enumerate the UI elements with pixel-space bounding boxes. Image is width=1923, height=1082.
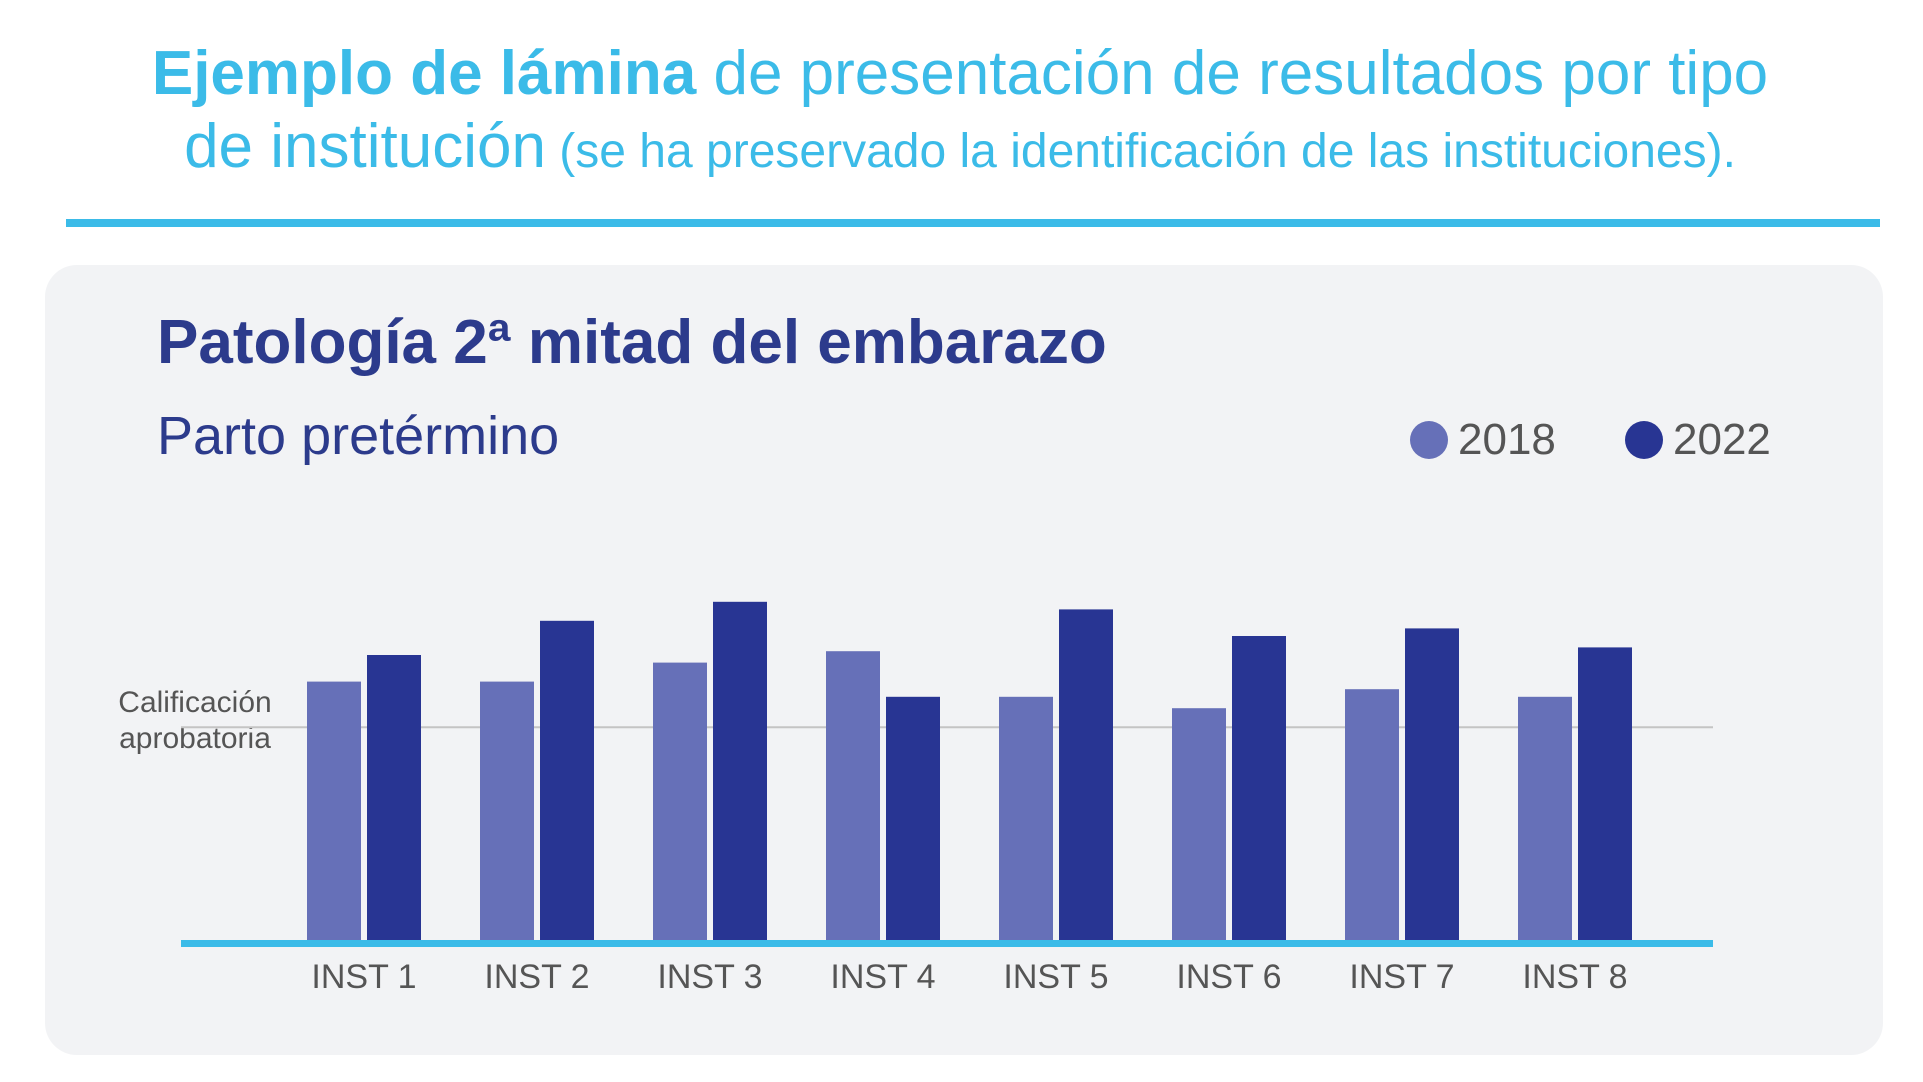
x-tick-label: INST 7 [1349, 958, 1454, 996]
legend-item-2018: 2018 [1410, 415, 1556, 465]
header-title-note: (se ha preservado la identificación de l… [545, 124, 1736, 178]
x-tick-label: INST 2 [484, 958, 589, 996]
legend-swatch-2018 [1410, 421, 1448, 459]
bar-2018-5 [999, 696, 1053, 940]
header-line-1: Ejemplo de lámina de presentación de res… [40, 38, 1880, 111]
bar-2018-4 [826, 651, 880, 940]
bar-2018-2 [480, 681, 534, 940]
chart-subtitle: Parto pretérmino [157, 406, 560, 466]
bar-2018-1 [307, 681, 361, 940]
header-title-strong: Ejemplo de lámina [151, 39, 697, 108]
bar-2022-3 [713, 601, 767, 940]
legend-label-2018: 2018 [1458, 415, 1556, 464]
legend-label-2022: 2022 [1673, 415, 1771, 464]
legend-item-2022: 2022 [1625, 415, 1771, 465]
chart-panel: Patología 2ª mitad del embarazo Parto pr… [45, 265, 1883, 1055]
reference-line-label-1: Calificación [118, 686, 272, 719]
header-divider [66, 219, 1880, 227]
bar-2022-7 [1405, 628, 1459, 940]
bar-2022-8 [1578, 647, 1632, 940]
bar-2018-3 [653, 662, 707, 940]
x-tick-label: INST 1 [311, 958, 416, 996]
bar-2022-4 [886, 696, 940, 940]
bar-2018-7 [1345, 689, 1399, 940]
bar-2018-8 [1518, 696, 1572, 940]
x-tick-label: INST 6 [1176, 958, 1281, 996]
bar-2022-2 [540, 620, 594, 940]
chart-title: Patología 2ª mitad del embarazo [157, 308, 1107, 377]
legend-swatch-2022 [1625, 421, 1663, 459]
x-tick-label: INST 5 [1003, 958, 1108, 996]
bar-2018-6 [1172, 708, 1226, 940]
page-header: Ejemplo de lámina de presentación de res… [40, 38, 1880, 183]
header-line-2: de institución (se ha preservado la iden… [40, 111, 1880, 184]
header-title-line2: de institución [184, 111, 546, 181]
x-tick-label: INST 3 [657, 958, 762, 996]
bar-2022-6 [1232, 636, 1286, 940]
x-tick-label: INST 4 [830, 958, 935, 996]
bar-chart: INST 1 INST 2 INST 3 INST 4 INST 5 INST 6 INST… [181, 601, 1713, 996]
x-axis-line [181, 940, 1713, 947]
bar-2022-5 [1059, 609, 1113, 940]
bar-2022-1 [367, 655, 421, 940]
header-title-rest: de presentación de resultados por tipo [696, 39, 1769, 108]
x-tick-label: INST 8 [1522, 958, 1627, 996]
